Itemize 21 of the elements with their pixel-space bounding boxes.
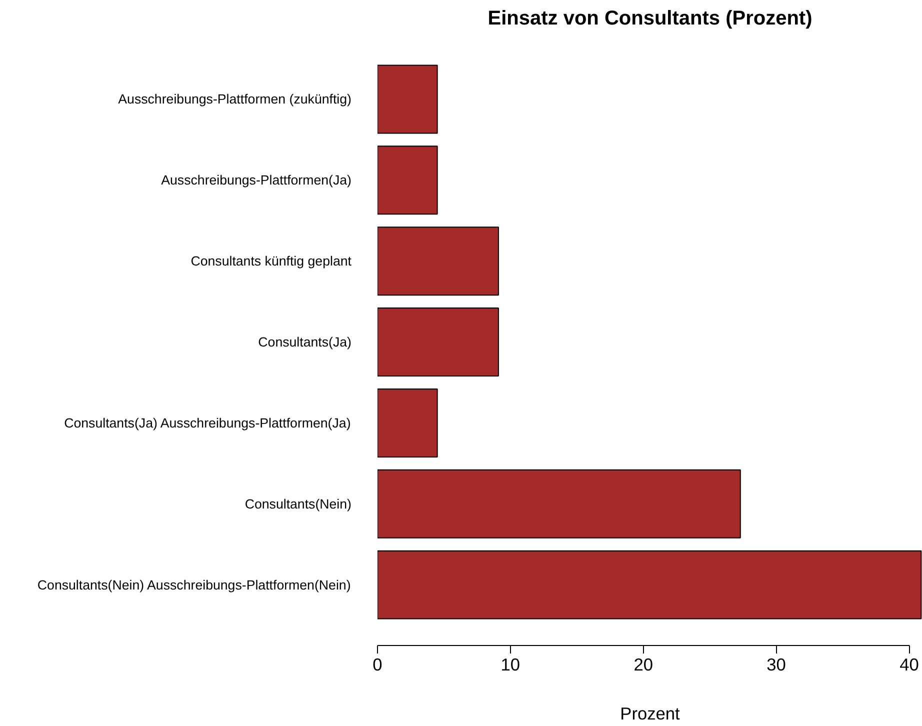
x-tick-label: 0 xyxy=(372,654,382,674)
x-tick-label: 40 xyxy=(900,654,919,674)
bar xyxy=(378,64,438,134)
y-tick-label: Consultants(Nein) Ausschreibungs-Plattformen(Nein) xyxy=(37,577,351,592)
y-tick-label: Ausschreibungs-Plattformen (zukünftig) xyxy=(118,92,352,107)
chart-title: Einsatz von Consultants (Prozent) xyxy=(488,8,812,30)
bar xyxy=(378,146,438,215)
x-tick-label: 30 xyxy=(766,654,786,674)
x-axis-title: Prozent xyxy=(620,704,680,724)
bar xyxy=(378,226,499,296)
bar xyxy=(378,308,499,377)
y-tick-label: Consultants(Ja) xyxy=(258,334,352,350)
x-tick-label: 10 xyxy=(500,654,520,674)
y-tick-label: Consultants(Ja) Ausschreibungs-Plattformen(Ja) xyxy=(64,415,351,430)
bar xyxy=(378,550,922,620)
x-tick-label: 20 xyxy=(634,654,653,674)
y-tick-label: Ausschreibungs-Plattformen(Ja) xyxy=(161,172,352,188)
bar xyxy=(378,469,741,538)
bar xyxy=(378,388,438,458)
y-tick-label: Consultants(Nein) xyxy=(244,496,352,512)
y-tick-label: Consultants künftig geplant xyxy=(190,254,352,269)
